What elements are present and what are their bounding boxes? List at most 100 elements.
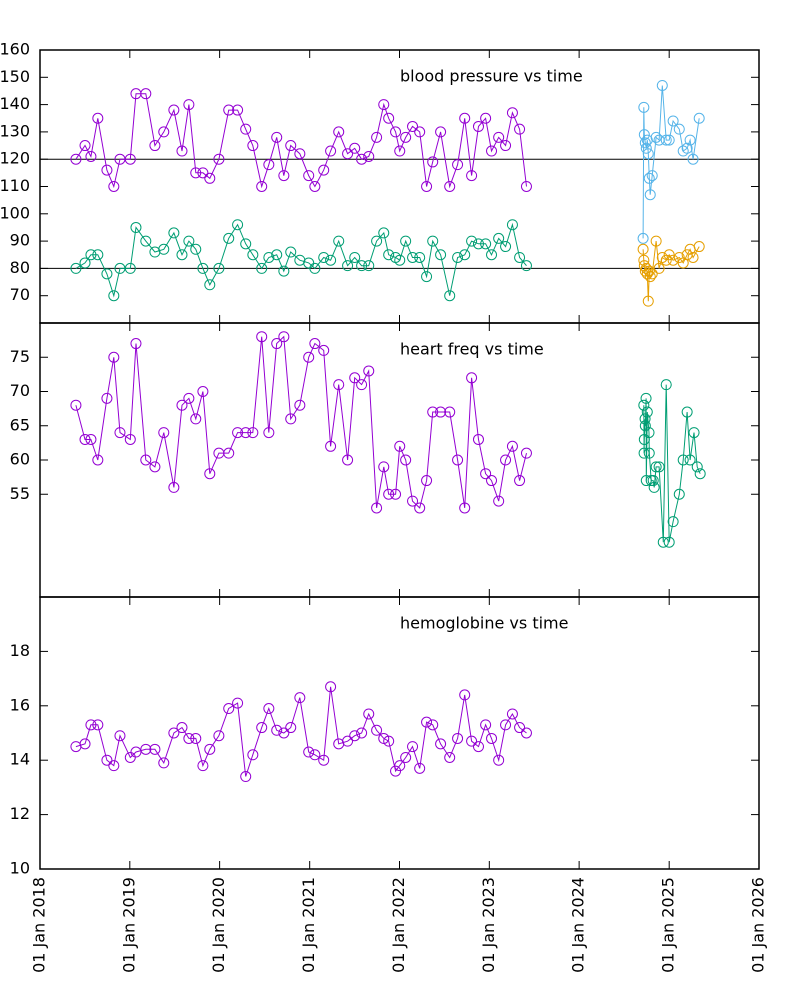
- data-point: [197, 386, 209, 397]
- data-point: [256, 181, 268, 192]
- data-point: [232, 697, 244, 709]
- data-point: [158, 427, 170, 439]
- data-point: [638, 254, 650, 266]
- data-point: [472, 741, 484, 753]
- y-tick-label: 140: [0, 94, 30, 113]
- data-point: [486, 249, 498, 261]
- data-point: [640, 475, 652, 487]
- data-point: [390, 765, 402, 777]
- data-point: [383, 488, 395, 500]
- data-point: [140, 743, 152, 755]
- data-point: [190, 243, 202, 255]
- data-point: [108, 760, 120, 772]
- data-point: [294, 692, 306, 704]
- data-point: [168, 227, 180, 239]
- data-point: [247, 140, 259, 152]
- data-point: [643, 265, 655, 277]
- data-point: [514, 475, 526, 487]
- data-point: [663, 249, 675, 261]
- data-point: [149, 461, 161, 473]
- y-tick-label: 90: [10, 231, 30, 250]
- data-point: [390, 488, 402, 500]
- data-point: [452, 732, 464, 744]
- data-point: [642, 148, 654, 160]
- data-point: [394, 760, 406, 772]
- x-tick-label: 01 Jan 2018: [30, 877, 49, 973]
- data-point: [325, 145, 337, 157]
- data-point: [466, 735, 478, 747]
- data-point: [506, 219, 518, 231]
- data-point: [400, 131, 412, 143]
- data-point: [643, 172, 655, 184]
- data-point: [435, 126, 447, 138]
- data-point: [653, 262, 665, 274]
- data-point: [333, 235, 345, 247]
- data-point: [247, 249, 259, 261]
- data-point: [278, 170, 290, 182]
- data-point: [309, 338, 321, 350]
- data-point: [520, 181, 532, 192]
- data-point: [190, 167, 202, 179]
- data-point: [667, 254, 679, 266]
- data-point: [363, 150, 375, 162]
- data-point: [435, 406, 447, 418]
- data-point: [92, 249, 104, 261]
- data-point: [667, 115, 679, 127]
- data-point: [657, 536, 669, 548]
- data-point: [130, 746, 142, 758]
- data-point: [263, 159, 275, 171]
- data-point: [85, 433, 97, 445]
- data-point: [486, 145, 498, 157]
- data-point: [363, 365, 375, 377]
- data-point: [149, 140, 161, 152]
- data-point: [486, 732, 498, 744]
- data-point: [285, 140, 297, 152]
- y-tick-label: 12: [10, 804, 30, 823]
- y-tick-label: 80: [10, 258, 30, 277]
- data-point: [493, 495, 505, 507]
- data-point: [363, 708, 375, 720]
- x-tick-label: 01 Jan 2020: [209, 877, 228, 973]
- data-point: [383, 112, 395, 124]
- data-point: [232, 104, 244, 116]
- data-point: [176, 145, 188, 157]
- data-point: [646, 170, 658, 182]
- data-point: [459, 249, 471, 261]
- data-point: [660, 134, 672, 146]
- data-point: [247, 427, 259, 439]
- chart-title: heart freq vs time: [400, 340, 544, 359]
- data-point: [140, 88, 152, 100]
- data-point: [204, 468, 216, 480]
- data-point: [646, 268, 658, 280]
- data-point: [480, 112, 492, 124]
- data-point: [124, 262, 136, 274]
- data-point: [356, 153, 368, 165]
- data-point: [421, 271, 433, 283]
- data-point: [383, 249, 395, 261]
- data-point: [349, 730, 361, 742]
- data-point: [240, 238, 252, 250]
- y-tick-label: 160: [0, 40, 30, 59]
- data-point: [176, 722, 188, 734]
- data-point: [101, 754, 113, 766]
- data-point: [466, 235, 478, 247]
- data-point: [130, 338, 142, 350]
- data-point: [407, 120, 419, 132]
- data-point: [493, 754, 505, 766]
- data-point: [400, 235, 412, 247]
- data-point: [263, 427, 275, 439]
- data-point: [263, 703, 275, 715]
- data-point: [520, 447, 532, 459]
- data-point: [637, 243, 649, 255]
- y-tick-label: 110: [0, 176, 30, 195]
- data-point: [356, 260, 368, 272]
- data-point: [263, 251, 275, 263]
- y-tick-label: 16: [10, 695, 30, 714]
- data-point: [349, 251, 361, 263]
- data-point: [342, 148, 354, 160]
- y-tick-label: 18: [10, 641, 30, 660]
- data-point: [459, 502, 471, 514]
- data-point: [101, 164, 113, 176]
- data-point: [349, 372, 361, 384]
- data-point: [247, 749, 259, 761]
